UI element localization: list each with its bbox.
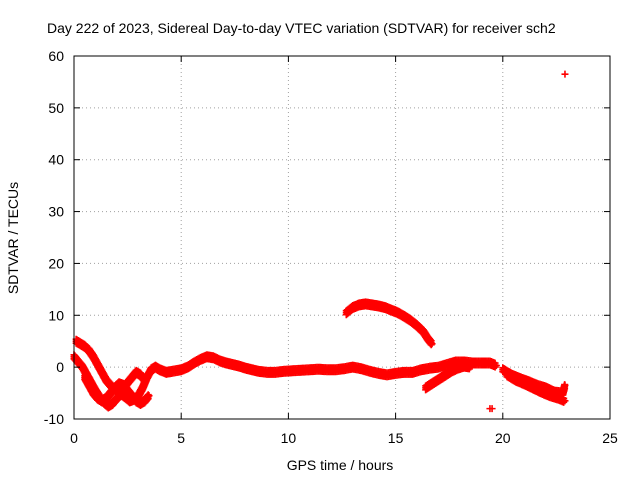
plot-frame <box>73 55 611 420</box>
y-tick-label: 50 <box>48 100 64 116</box>
x-tick-label: 10 <box>281 430 297 446</box>
y-axis-label: SDTVAR / TECUs <box>5 182 21 294</box>
y-tick-label: -10 <box>44 411 64 427</box>
x-axis-ticks: 0 5 10 15 20 25 <box>70 56 618 446</box>
x-tick-label: 5 <box>177 430 185 446</box>
x-tick-label: 20 <box>495 430 511 446</box>
data-point-elevated-arc <box>428 340 436 348</box>
y-tick-label: 10 <box>48 307 64 323</box>
data-point-main-band <box>492 362 500 370</box>
x-axis-label: GPS time / hours <box>287 457 394 473</box>
data-point-afternoon-branch <box>467 363 475 371</box>
data-points <box>70 70 569 413</box>
y-tick-label: 20 <box>48 255 64 271</box>
x-tick-label: 15 <box>388 430 404 446</box>
data-point-evening-lower <box>561 397 569 405</box>
data-point-evening-upper <box>561 381 569 389</box>
data-point-main-band <box>491 363 499 371</box>
data-point-early-lower-loop <box>145 392 153 400</box>
data-point-isolated <box>488 405 496 413</box>
data-point-early-upper-branch <box>141 376 149 384</box>
y-tick-label: 40 <box>48 152 64 168</box>
data-point-evening-lower <box>560 398 568 406</box>
data-point-isolated <box>561 70 569 78</box>
data-point-elevated-arc <box>427 341 435 349</box>
x-tick-label: 0 <box>70 430 78 446</box>
data-point-early-upper-branch <box>140 377 148 385</box>
chart-title: Day 222 of 2023, Sidereal Day-to-day VTE… <box>47 20 556 36</box>
y-tick-label: 30 <box>48 204 64 220</box>
x-tick-label: 25 <box>602 430 618 446</box>
y-tick-label: 60 <box>48 48 64 64</box>
y-axis-ticks: -10 0 10 20 30 40 50 60 <box>44 48 610 427</box>
y-tick-label: 0 <box>56 359 64 375</box>
